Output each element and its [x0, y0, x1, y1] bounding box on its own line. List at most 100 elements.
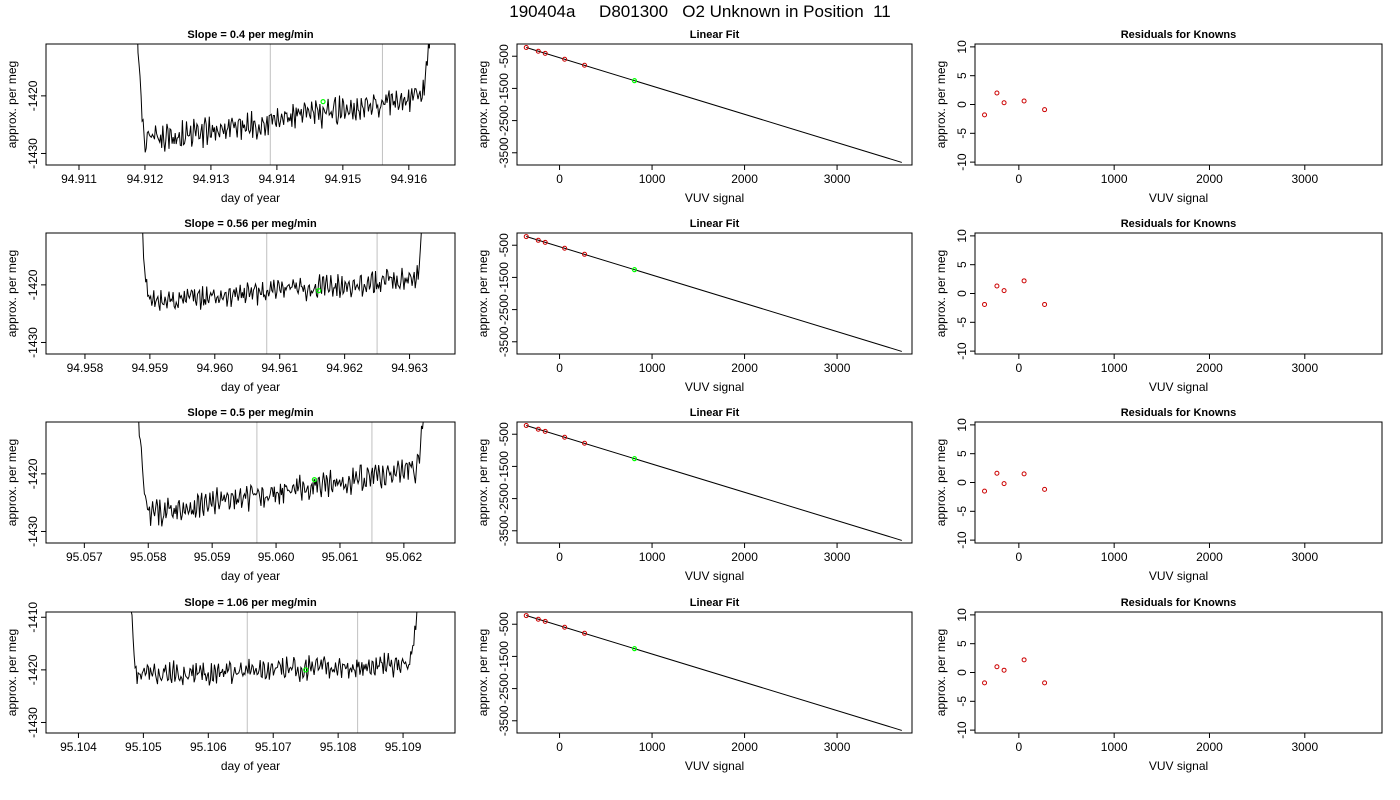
- y-axis-label: approx. per meg: [5, 61, 19, 148]
- unknown-point: [631, 78, 638, 84]
- known-point: [535, 48, 541, 54]
- y-tick-label: 10: [955, 229, 969, 243]
- residual-point: [994, 470, 1000, 476]
- x-tick-label: 0: [1016, 550, 1023, 564]
- y-tick-label: -10: [955, 531, 969, 549]
- x-axis-label: VUV signal: [685, 759, 744, 773]
- plot-frame: [974, 43, 1383, 166]
- panel-title: Slope = 1.06 per meg/min: [184, 597, 317, 609]
- y-tick-label: 10: [955, 40, 969, 54]
- x-tick-label: 2000: [731, 740, 758, 754]
- y-tick-label: -1420: [26, 458, 40, 489]
- known-point: [562, 434, 568, 440]
- x-tick-label: 94.913: [193, 172, 230, 186]
- panel-fit-row-2: Linear Fit 0 1000 2000 3000 -500 -1500-2500-35…: [476, 218, 913, 394]
- data-marks: [523, 45, 902, 163]
- y-tick-label: -2500: [497, 105, 511, 136]
- plot-frame: [974, 232, 1383, 355]
- x-axis-label: VUV signal: [1149, 759, 1208, 773]
- data-marks: [982, 657, 1048, 686]
- y-axis-label: approx. per meg: [476, 61, 490, 148]
- panel-title: Linear Fit: [690, 407, 740, 419]
- panel-title: Residuals for Knowns: [1121, 29, 1237, 41]
- known-point: [542, 618, 548, 624]
- x-tick-label: 94.915: [325, 172, 362, 186]
- known-point: [562, 245, 568, 251]
- y-tick-label: -10: [955, 721, 969, 739]
- x-tick-label: 95.109: [385, 740, 422, 754]
- residual-point: [982, 488, 988, 494]
- residual-point: [982, 301, 988, 307]
- data-marks: [138, 422, 424, 543]
- y-tick-label: 0: [955, 479, 969, 486]
- y-tick-label: -3500: [497, 137, 511, 168]
- y-tick-label: -1420: [26, 80, 40, 111]
- x-tick-label: 0: [556, 172, 563, 186]
- figure-title: 190404a D801300 O2 Unknown in Position 1…: [509, 2, 891, 21]
- y-axis-label: approx. per meg: [934, 61, 948, 148]
- panel-fit-row-4: Linear Fit 0 1000 2000 3000 -500 -1500-2500-35…: [476, 597, 913, 773]
- panel-title: Residuals for Knowns: [1121, 407, 1237, 419]
- x-tick-label: 3000: [824, 172, 851, 186]
- panel-residuals-row-1: Residuals for Knowns 0 1000 2000 3000 -10 -5 0 5…: [934, 29, 1383, 205]
- residual-point: [1042, 486, 1048, 492]
- panel-residuals-row-2: Residuals for Knowns 0 1000 2000 3000 -10 -5 0 5…: [934, 218, 1383, 394]
- known-point: [582, 251, 588, 257]
- unknown-point: [316, 288, 322, 294]
- y-tick-label: -10: [955, 153, 969, 171]
- y-tick-label: 5: [955, 450, 969, 457]
- data-marks: [523, 234, 902, 352]
- known-point: [523, 45, 529, 51]
- y-tick-label: -1420: [26, 269, 40, 300]
- y-tick-label: -2500: [497, 673, 511, 704]
- x-tick-label: 94.963: [391, 361, 428, 375]
- x-axis-label: VUV signal: [685, 191, 744, 205]
- plot-frame: [45, 232, 456, 355]
- y-tick-label: -1500: [497, 641, 511, 672]
- y-tick-label: -1430: [26, 327, 40, 358]
- x-tick-label: 0: [1016, 740, 1023, 754]
- panel-title: Slope = 0.4 per meg/min: [187, 29, 314, 41]
- fit-line: [526, 425, 902, 541]
- x-tick-label: 3000: [1291, 172, 1318, 186]
- y-tick-label: 10: [955, 608, 969, 622]
- residual-point: [1001, 100, 1007, 106]
- y-tick-label: -5: [955, 506, 969, 517]
- x-axis-label: day of year: [221, 380, 280, 394]
- known-point: [535, 616, 541, 622]
- x-tick-label: 95.057: [66, 550, 103, 564]
- panel-residuals-row-3: Residuals for Knowns 0 1000 2000 3000 -10 -5 0 5…: [934, 407, 1383, 583]
- unknown-point: [320, 99, 326, 105]
- plot-frame: [516, 611, 913, 734]
- x-axis-label: VUV signal: [1149, 191, 1208, 205]
- x-tick-label: 0: [556, 740, 563, 754]
- y-tick-label: -3500: [497, 705, 511, 736]
- panel-trace-row-2: Slope = 0.56 per meg/min 94.958 94.959 94.9…: [5, 218, 456, 394]
- x-tick-label: 0: [1016, 172, 1023, 186]
- residual-point: [994, 664, 1000, 670]
- known-point: [523, 423, 529, 429]
- x-tick-label: 95.105: [125, 740, 162, 754]
- known-point: [535, 237, 541, 243]
- x-tick-label: 95.059: [194, 550, 231, 564]
- y-tick-label: 0: [955, 290, 969, 297]
- panel-fit-row-3: Linear Fit 0 1000 2000 3000 -500 -1500-2500-35…: [476, 407, 913, 583]
- y-tick-label: -1410: [26, 602, 40, 633]
- panel-residuals-row-4: Residuals for Knowns 0 1000 2000 3000 -10 -5 0 5…: [934, 597, 1383, 773]
- trace-line: [138, 422, 424, 527]
- x-tick-label: 3000: [824, 550, 851, 564]
- x-tick-label: 0: [556, 550, 563, 564]
- known-point: [582, 630, 588, 636]
- x-tick-label: 2000: [1196, 172, 1223, 186]
- known-point: [582, 62, 588, 68]
- x-tick-label: 95.062: [386, 550, 423, 564]
- panel-title: Slope = 0.5 per meg/min: [187, 407, 314, 419]
- x-tick-label: 95.108: [320, 740, 357, 754]
- panel-title: Linear Fit: [690, 218, 740, 230]
- x-tick-label: 94.961: [261, 361, 298, 375]
- x-tick-label: 2000: [731, 172, 758, 186]
- residual-point: [1042, 107, 1048, 113]
- x-tick-label: 94.916: [390, 172, 427, 186]
- known-point: [542, 428, 548, 434]
- y-tick-label: -1430: [26, 516, 40, 547]
